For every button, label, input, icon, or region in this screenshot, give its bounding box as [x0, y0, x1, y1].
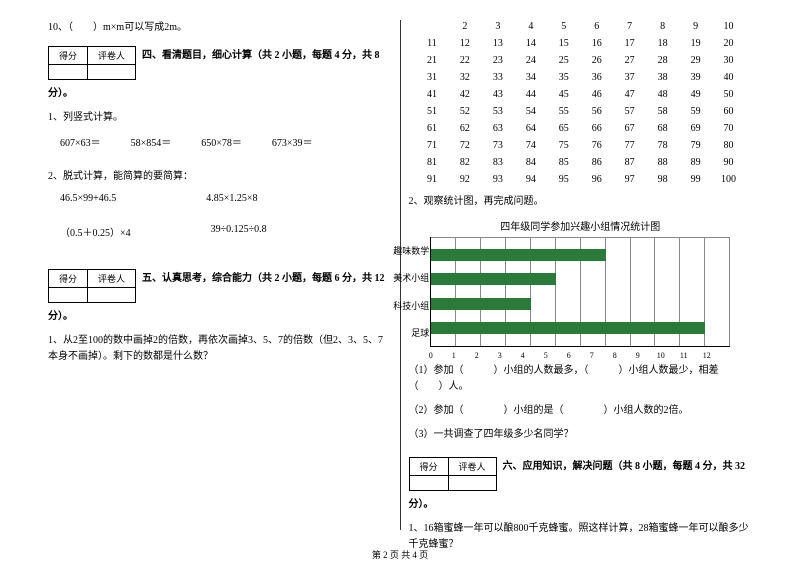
score-head-2: 评卷人	[88, 47, 136, 65]
calc-item: 39÷0.125÷0.8	[211, 224, 267, 239]
score-head-1: 得分	[49, 47, 88, 65]
chart-bars	[431, 237, 730, 346]
q2-sub3: （3）一共调查了四年级多少名同学？	[409, 427, 753, 443]
q4-1-title: 1、列竖式计算。	[48, 110, 392, 126]
section-6-tail: 分）。	[409, 497, 753, 513]
section-6-header: 得分评卷人 六、应用知识，解决问题（共 8 小题，每题 4 分，共 32	[409, 457, 753, 491]
chart-xlabels: 0123456789101112	[419, 351, 718, 360]
bar-chart: 趣味数学美术小组科技小组足球 0123456789101112	[430, 237, 730, 347]
score-table: 得分评卷人	[48, 46, 136, 80]
q4-2-row2: （0.5＋0.25）×4 39÷0.125÷0.8	[60, 224, 392, 239]
section-4-title: 四、看清题目，细心计算（共 2 小题，每题 4 分，共 8	[142, 46, 380, 61]
q2-sub2: （2）参加（ ）小组的是（ ）小组人数的2倍。	[409, 403, 753, 419]
score-table: 得分评卷人	[48, 269, 136, 303]
section-4-tail: 分）。	[48, 86, 392, 102]
section-5-title: 五、认真思考，综合能力（共 2 小题，每题 6 分，共 12	[142, 269, 385, 284]
right-column: 2345678910111213141516171819202122232425…	[401, 20, 761, 530]
section-6-title: 六、应用知识，解决问题（共 8 小题，每题 4 分，共 32	[503, 457, 746, 472]
q2-sub1: （1）参加（ ）小组的人数最多，（ ）小组人数最少，相差（ ）人。	[409, 363, 753, 395]
page-footer: 第 2 页 共 4 页	[0, 548, 800, 561]
calc-item: 650×78＝	[201, 134, 242, 149]
section-5-tail: 分）。	[48, 309, 392, 325]
calc-item: 46.5×99+46.5	[60, 193, 116, 204]
q2-title: 2、观察统计图，再完成问题。	[409, 194, 753, 210]
left-column: 10、（ ）m×m可以写成2m。 得分评卷人 四、看清题目，细心计算（共 2 小…	[40, 20, 401, 530]
section-5-header: 得分评卷人 五、认真思考，综合能力（共 2 小题，每题 6 分，共 12	[48, 269, 392, 303]
calc-item: 58×854＝	[131, 134, 172, 149]
question-10: 10、（ ）m×m可以写成2m。	[48, 20, 392, 36]
calc-item: 673×39＝	[272, 134, 313, 149]
q4-1-items: 607×63＝ 58×854＝ 650×78＝ 673×39＝	[60, 134, 392, 149]
number-grid: 2345678910111213141516171819202122232425…	[417, 20, 745, 186]
section-4-header: 得分评卷人 四、看清题目，细心计算（共 2 小题，每题 4 分，共 8	[48, 46, 392, 80]
calc-item: 4.85×1.25×8	[206, 193, 257, 204]
calc-item: 607×63＝	[60, 134, 101, 149]
q4-2-title: 2、脱式计算，能简算的要简算：	[48, 169, 392, 185]
chart-ylabels: 趣味数学美术小组科技小组足球	[389, 237, 429, 346]
q4-2-row1: 46.5×99+46.5 4.85×1.25×8	[60, 193, 392, 204]
calc-item: （0.5＋0.25）×4	[60, 224, 131, 239]
chart-title: 四年级同学参加兴趣小组情况统计图	[409, 218, 753, 233]
score-table: 得分评卷人	[409, 457, 497, 491]
q5-1: 1、从2至100的数中画掉2的倍数，再依次画掉3、5、7的倍数（但2、3、5、7…	[48, 333, 392, 365]
